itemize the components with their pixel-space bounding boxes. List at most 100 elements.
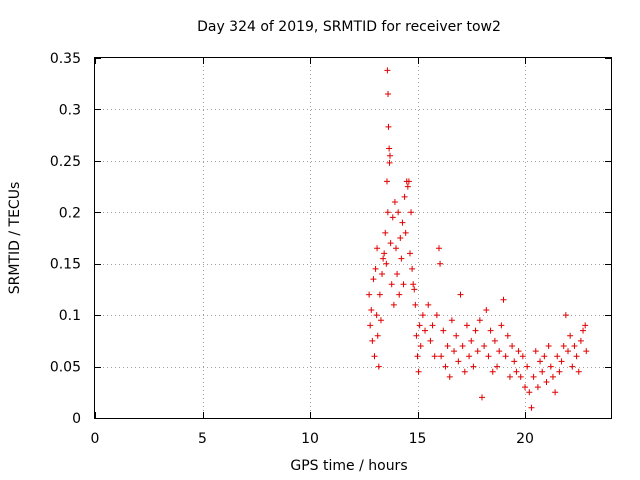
data-point	[472, 327, 479, 334]
data-point	[414, 353, 421, 360]
data-point	[374, 245, 381, 252]
data-point	[513, 368, 520, 375]
data-point	[496, 348, 503, 355]
data-point	[384, 67, 391, 74]
y-tick-label: 0.35	[50, 51, 81, 67]
data-point	[393, 245, 399, 252]
data-point	[511, 358, 518, 365]
data-point	[379, 271, 386, 277]
data-point	[413, 332, 420, 339]
data-point	[556, 368, 563, 375]
data-point	[522, 384, 528, 391]
y-axis-label: SRMTID / TECUs	[7, 182, 23, 295]
data-point	[442, 363, 449, 370]
data-point	[386, 159, 393, 166]
plot-frame	[94, 57, 612, 419]
data-point	[417, 343, 424, 349]
data-point	[530, 373, 537, 380]
data-point	[476, 317, 483, 324]
data-point	[466, 353, 473, 360]
data-point	[438, 353, 445, 360]
y-tick-label: 0.15	[50, 257, 81, 273]
data-point	[537, 358, 544, 365]
data-point	[440, 327, 447, 334]
data-point	[427, 337, 434, 344]
data-point	[383, 260, 390, 267]
data-point	[384, 209, 391, 216]
data-point	[399, 219, 406, 226]
data-point	[398, 255, 405, 262]
y-tick-label: 0.1	[59, 308, 81, 324]
y-tick-label: 0	[72, 411, 81, 427]
data-point	[543, 379, 550, 385]
data-point	[402, 229, 409, 236]
data-point	[448, 317, 455, 324]
data-point	[376, 291, 383, 298]
data-point	[491, 337, 498, 344]
data-point	[390, 301, 397, 308]
data-point	[425, 301, 432, 308]
x-axis-label: GPS time / hours	[290, 458, 407, 474]
data-point	[409, 265, 416, 272]
data-point	[366, 291, 373, 298]
data-point	[429, 322, 436, 329]
data-point	[547, 363, 554, 370]
data-point	[395, 209, 402, 216]
data-point	[487, 327, 494, 334]
data-point	[470, 363, 477, 370]
data-point	[552, 389, 559, 396]
y-tick-label: 0.3	[59, 102, 81, 118]
data-point	[396, 291, 403, 298]
data-point	[485, 353, 492, 360]
data-point	[368, 307, 375, 313]
data-point	[457, 291, 464, 298]
data-point	[479, 394, 485, 401]
data-point	[515, 348, 522, 355]
data-point	[489, 368, 496, 375]
data-point	[573, 353, 580, 360]
y-tick-label: 0.2	[59, 205, 81, 221]
x-tick-label: 5	[198, 431, 207, 447]
data-point	[446, 373, 453, 380]
data-point	[565, 348, 571, 355]
data-point	[373, 312, 380, 319]
data-point	[528, 404, 535, 411]
axis-ticks: 0 5 10 15 20 0 0.05 0.1 0.15 0.2 0.25 0.3 0.35	[50, 51, 611, 447]
data-point	[577, 337, 584, 344]
data-point	[375, 363, 382, 370]
data-point	[562, 312, 569, 319]
data-point	[539, 368, 546, 375]
data-point	[502, 353, 509, 360]
data-point	[519, 353, 526, 360]
data-point	[369, 337, 376, 344]
data-point	[408, 209, 415, 216]
data-point	[385, 91, 392, 97]
data-point	[532, 348, 539, 355]
data-point	[526, 389, 533, 396]
data-point	[386, 152, 393, 159]
chart-title: Day 324 of 2019, SRMTID for receiver tow…	[197, 19, 501, 35]
data-point	[406, 250, 413, 257]
data-point	[481, 343, 488, 349]
data-point	[412, 301, 419, 308]
data-point	[504, 332, 511, 339]
data-point	[580, 327, 587, 334]
data-point	[401, 193, 408, 200]
data-point	[541, 353, 548, 360]
data-point	[524, 363, 531, 370]
data-point	[582, 322, 589, 329]
data-point	[498, 322, 505, 329]
data-point	[468, 337, 475, 344]
data-point	[569, 363, 576, 370]
data-point	[558, 358, 565, 365]
data-point	[494, 363, 501, 370]
data-point	[509, 343, 516, 349]
data-points	[366, 67, 590, 411]
data-point	[386, 145, 393, 152]
data-point	[422, 327, 429, 334]
data-point	[381, 250, 388, 257]
data-point	[554, 353, 561, 360]
data-point	[431, 353, 438, 360]
data-point	[383, 178, 390, 185]
